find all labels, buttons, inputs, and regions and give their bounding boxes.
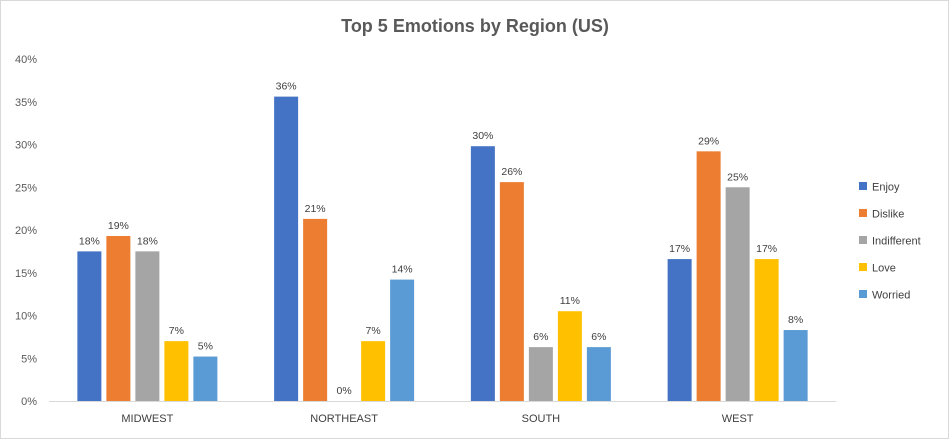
y-tick-label: 25%: [15, 182, 37, 194]
data-label: 18%: [79, 235, 100, 247]
bar-worried-midwest: [193, 356, 218, 401]
y-tick-label: 35%: [15, 97, 37, 109]
legend: Enjoy Dislike Indifferent Love Worried: [859, 182, 921, 302]
legend-label-indifferent: Indifferent: [872, 236, 921, 248]
bar-indifferent-south: [528, 347, 553, 401]
y-tick-label: 0%: [21, 396, 37, 408]
legend-label-worried: Worried: [872, 290, 910, 302]
y-tick-label: 10%: [15, 311, 37, 323]
x-category-label: NORTHEAST: [310, 413, 378, 425]
data-label: 7%: [366, 325, 381, 337]
data-label: 26%: [501, 166, 522, 178]
bar-enjoy-midwest: [77, 251, 102, 401]
data-label: 11%: [560, 295, 580, 307]
legend-swatch-enjoy: [859, 182, 867, 190]
bar-enjoy-south: [470, 146, 495, 401]
y-tick-label: 40%: [15, 54, 37, 66]
data-label: 6%: [533, 331, 548, 343]
bar-love-south: [557, 311, 582, 401]
data-label: 25%: [727, 171, 748, 183]
data-label: 19%: [108, 220, 129, 232]
bar-worried-south: [586, 347, 611, 401]
y-tick-label: 15%: [15, 268, 37, 280]
bar-dislike-south: [499, 182, 524, 401]
data-label: 6%: [591, 331, 606, 343]
bar-worried-west: [783, 330, 808, 401]
bar-worried-northeast: [390, 279, 415, 401]
bar-love-northeast: [361, 341, 386, 401]
legend-swatch-love: [859, 263, 867, 271]
bar-love-midwest: [164, 341, 189, 401]
x-axis: MIDWEST NORTHEAST SOUTH WEST: [49, 401, 836, 425]
bar-enjoy-west: [667, 259, 692, 401]
bar-love-west: [754, 259, 779, 401]
y-tick-label: 5%: [21, 353, 37, 365]
bar-enjoy-northeast: [274, 96, 299, 402]
legend-swatch-dislike: [859, 209, 867, 217]
data-label: 14%: [392, 264, 413, 276]
x-category-label: WEST: [722, 413, 754, 425]
legend-swatch-indifferent: [859, 236, 867, 244]
data-label: 0%: [337, 385, 352, 397]
data-label: 5%: [198, 341, 213, 353]
data-label: 7%: [169, 325, 184, 337]
legend-label-enjoy: Enjoy: [872, 182, 900, 194]
bars-area: [77, 96, 808, 402]
chart-title: Top 5 Emotions by Region (US): [341, 16, 609, 36]
y-tick-label: 20%: [15, 225, 37, 237]
bar-indifferent-west: [725, 187, 750, 401]
data-label: 36%: [276, 81, 297, 93]
x-category-label: SOUTH: [522, 413, 561, 425]
bar-dislike-west: [696, 151, 721, 401]
data-label: 18%: [137, 235, 158, 247]
x-category-label: MIDWEST: [121, 413, 173, 425]
bar-dislike-northeast: [303, 218, 328, 401]
legend-label-love: Love: [872, 263, 896, 275]
bar-indifferent-midwest: [135, 251, 160, 401]
data-label: 8%: [788, 314, 803, 326]
data-label: 21%: [305, 203, 326, 215]
legend-swatch-worried: [859, 290, 867, 298]
data-label: 17%: [669, 243, 690, 255]
bar-dislike-midwest: [106, 235, 131, 401]
data-label: 29%: [698, 135, 719, 147]
data-label: 30%: [472, 130, 493, 142]
data-labels: 18% 19% 18% 7% 5% 36% 21% 0% 7% 14% 30% 26% 6% 11% 6% 1…: [79, 81, 803, 397]
y-axis: 0% 5% 10% 15% 20% 25% 30% 35% 40%: [15, 54, 37, 408]
data-label: 17%: [756, 243, 777, 255]
y-tick-label: 30%: [15, 140, 37, 152]
legend-label-dislike: Dislike: [872, 209, 904, 221]
